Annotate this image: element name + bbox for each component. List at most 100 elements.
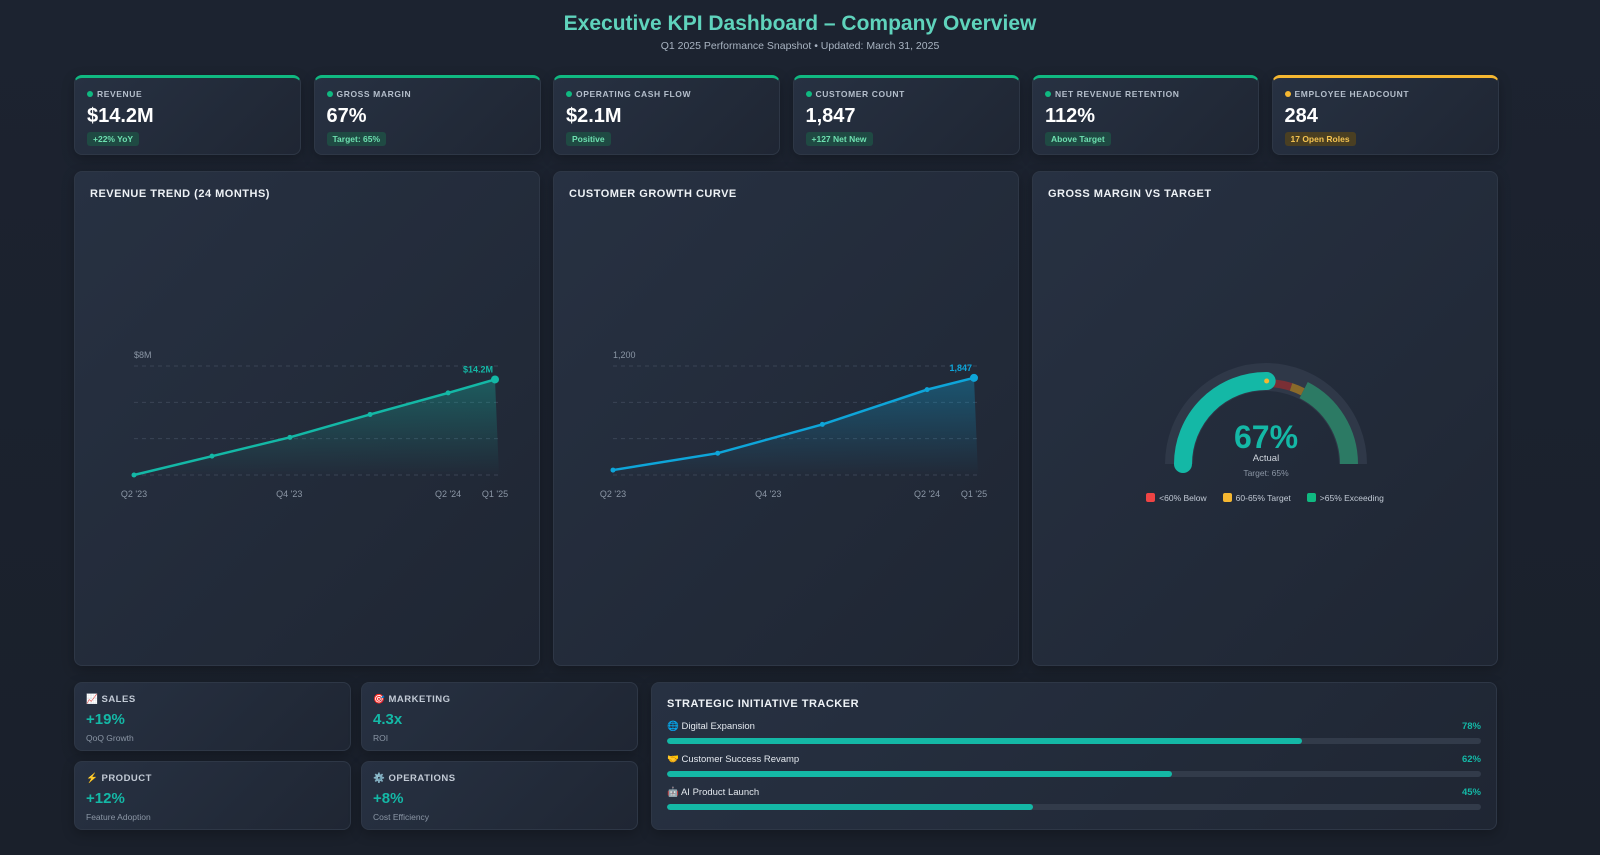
kpi-badge: Positive [566, 132, 611, 146]
dept-card-marketing: 🎯 MARKETING 4.3x ROI [361, 682, 638, 751]
dept-label: 📈 SALES [86, 694, 136, 705]
kpi-value: 1,847 [805, 105, 856, 127]
kpi-card-customer-count: CUSTOMER COUNT 1,847 +127 Net New [792, 75, 1020, 155]
x-tick-label: Q4 '23 [276, 489, 302, 499]
dept-value: +19% [86, 711, 125, 728]
gauge-value: 67% [1234, 419, 1298, 455]
kpi-card-employee-headcount: EMPLOYEE HEADCOUNT 284 17 Open Roles [1271, 75, 1499, 155]
progress-fill [667, 738, 1302, 744]
gauge-zone-exceeding [1299, 382, 1358, 465]
x-tick-label: Q1 '25 [482, 489, 508, 499]
kpi-label: REVENUE [87, 89, 142, 99]
panel-title: CUSTOMER GROWTH CURVE [569, 188, 737, 200]
kpi-badge: +22% YoY [87, 132, 140, 146]
progress-bar [667, 738, 1481, 744]
gauge-value-arc [1174, 372, 1276, 473]
dept-icon: 📈 [86, 694, 99, 705]
x-tick-label: Q2 '24 [435, 489, 461, 499]
customer-chart: 1,200 1,847 Q2 '23 Q4 '23 Q2 '24 Q1 '25 [600, 350, 987, 499]
dept-subtitle: Cost Efficiency [373, 812, 430, 822]
dept-card-product: ⚡ PRODUCT +12% Feature Adoption [74, 761, 351, 830]
initiative-name: 🌐 Digital Expansion [667, 721, 755, 732]
panel-title: REVENUE TREND (24 MONTHS) [90, 188, 270, 200]
kpi-card-net-revenue-retention: NET REVENUE RETENTION 112% Above Target [1032, 75, 1259, 155]
kpi-value: 67% [326, 105, 367, 127]
end-value-label: $14.2M [463, 364, 493, 374]
kpi-label: CUSTOMER COUNT [805, 89, 905, 99]
status-dot-icon [326, 91, 333, 97]
kpi-card-revenue: REVENUE $14.2M +22% YoY [74, 75, 301, 155]
data-point [445, 390, 451, 396]
revenue-chart: $8M $14.2M Q2 '23 Q4 '23 Q2 '24 Q1 '25 [121, 350, 508, 499]
kpi-badge: 17 Open Roles [1284, 132, 1356, 146]
data-point [287, 434, 293, 440]
y-axis-label: 1,200 [613, 350, 636, 360]
data-point [970, 373, 978, 382]
data-point [209, 453, 215, 459]
series-line [133, 378, 496, 477]
dept-value: +12% [86, 790, 125, 807]
dept-label: 🎯 MARKETING [373, 694, 451, 705]
progress-bar [667, 771, 1481, 777]
kpi-value: $14.2M [87, 105, 154, 127]
progress-bar [667, 804, 1481, 810]
kpi-card-gross-margin: GROSS MARGIN 67% Target: 65% [313, 75, 541, 155]
x-tick-label: Q2 '24 [914, 489, 940, 499]
x-tick-label: Q4 '23 [755, 489, 781, 499]
status-dot-icon [87, 91, 93, 97]
kpi-badge: +127 Net New [805, 132, 873, 146]
gauge-legend: <60% Below 60-65% Target >65% Exceeding [1033, 493, 1497, 503]
dept-card-operations: ⚙️ OPERATIONS +8% Cost Efficiency [361, 761, 638, 830]
data-point [715, 450, 721, 456]
dept-value: +8% [373, 790, 404, 807]
x-tick-label: Q1 '25 [961, 489, 987, 499]
kpi-value: $2.1M [566, 105, 622, 127]
initiative-icon: 🤖 [667, 787, 679, 798]
gauge-zone-target [1289, 383, 1305, 396]
kpi-badge: Above Target [1045, 132, 1111, 146]
progress-fill [667, 804, 1034, 810]
data-point [131, 472, 137, 478]
page-subtitle: Q1 2025 Performance Snapshot • Updated: … [660, 40, 940, 52]
initiative-name: 🤖 AI Product Launch [667, 787, 760, 798]
kpi-label: NET REVENUE RETENTION [1045, 89, 1180, 99]
gross-margin-panel: GROSS MARGIN VS TARGET 67% Actual Target: … [1032, 171, 1498, 666]
page-title: Executive KPI Dashboard – Company Overvi… [563, 12, 1037, 35]
data-point [610, 467, 616, 473]
initiative-icon: 🌐 [667, 721, 679, 732]
dept-icon: ⚙️ [373, 773, 386, 784]
legend-target: 60-65% Target [1222, 493, 1291, 503]
data-point [924, 387, 930, 393]
dept-subtitle: Feature Adoption [86, 812, 151, 822]
kpi-label: EMPLOYEE HEADCOUNT [1284, 89, 1410, 99]
dept-icon: ⚡ [86, 773, 99, 784]
initiative-row: 🤖 AI Product Launch 45% [667, 787, 1481, 810]
x-tick-label: Q2 '23 [121, 489, 147, 499]
customer-growth-panel: CUSTOMER GROWTH CURVE 1,200 1,847 Q2 '23 Q4… [553, 171, 1019, 666]
kpi-value: 112% [1045, 105, 1096, 127]
kpi-card-operating-cash-flow: OPERATING CASH FLOW $2.1M Positive [553, 75, 780, 155]
gauge-chart: 67%Actual Target: 65% [1165, 363, 1367, 478]
dept-label: ⚙️ OPERATIONS [373, 773, 456, 784]
revenue-trend-panel: REVENUE TREND (24 MONTHS) $8M $14.2M Q2 '2… [74, 171, 540, 666]
dept-label: ⚡ PRODUCT [86, 773, 152, 784]
data-point [819, 421, 825, 427]
initiative-tracker: STRATEGIC INITIATIVE TRACKER 🌐 Digital E… [651, 682, 1497, 830]
area-fill [613, 377, 978, 475]
kpi-value: 284 [1284, 105, 1318, 127]
initiative-name: 🤝 Customer Success Revamp [667, 754, 800, 765]
data-point [491, 375, 499, 384]
initiative-row: 🌐 Digital Expansion 78% [667, 721, 1481, 744]
status-dot-icon [1284, 91, 1291, 97]
legend-exceeding: >65% Exceeding [1306, 493, 1384, 503]
initiative-row: 🤝 Customer Success Revamp 62% [667, 754, 1481, 777]
panel-title: GROSS MARGIN VS TARGET [1048, 188, 1212, 200]
initiative-percent: 45% [1461, 787, 1481, 798]
kpi-badge: Target: 65% [326, 132, 387, 146]
dept-icon: 🎯 [373, 694, 386, 705]
target-marker [1264, 378, 1270, 384]
progress-fill [667, 771, 1172, 777]
kpi-label: GROSS MARGIN [326, 89, 412, 99]
gauge-caption: Actual [1253, 453, 1279, 464]
status-dot-icon [1045, 91, 1051, 97]
